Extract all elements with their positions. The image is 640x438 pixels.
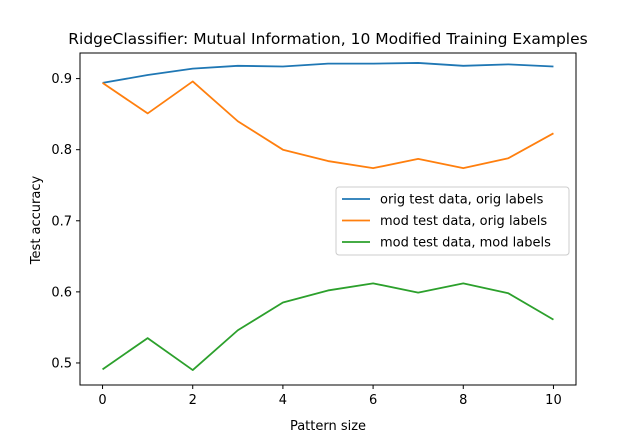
chart-title: RidgeClassifier: Mutual Information, 10 …: [68, 30, 587, 48]
y-tick-label: 0.6: [51, 285, 72, 300]
x-tick-label: 6: [369, 393, 377, 408]
series-layer: [102, 62, 554, 371]
legend: orig test data, orig labels mod test data…: [335, 186, 570, 256]
x-tick-label: 2: [189, 393, 197, 408]
x-axis-label: Pattern size: [290, 419, 366, 434]
y-tick-label: 0.9: [51, 72, 72, 87]
legend-label: mod test data, orig labels: [380, 214, 547, 229]
x-tick-label: 8: [459, 393, 467, 408]
x-tick-label: 4: [279, 393, 287, 408]
y-axis-label: Test accuracy: [29, 176, 44, 266]
y-tick-label: 0.7: [51, 214, 72, 229]
legend-label: mod test data, mod labels: [380, 236, 551, 251]
x-tick-label: 0: [98, 393, 106, 408]
y-tick-label: 0.5: [51, 356, 72, 371]
x-tick-label: 10: [545, 393, 562, 408]
series-line-1: [102, 62, 554, 84]
series-line-3: [102, 282, 554, 371]
y-tick-label: 0.8: [51, 143, 72, 158]
series-line-2: [102, 80, 554, 170]
legend-label: orig test data, orig labels: [380, 193, 544, 208]
ticks-layer: 0 2 4 6 8 10 0.5 0.6 0.7 0.8 0.9: [51, 72, 561, 408]
legend-box: [335, 186, 570, 256]
plot-frame: [79, 52, 577, 386]
